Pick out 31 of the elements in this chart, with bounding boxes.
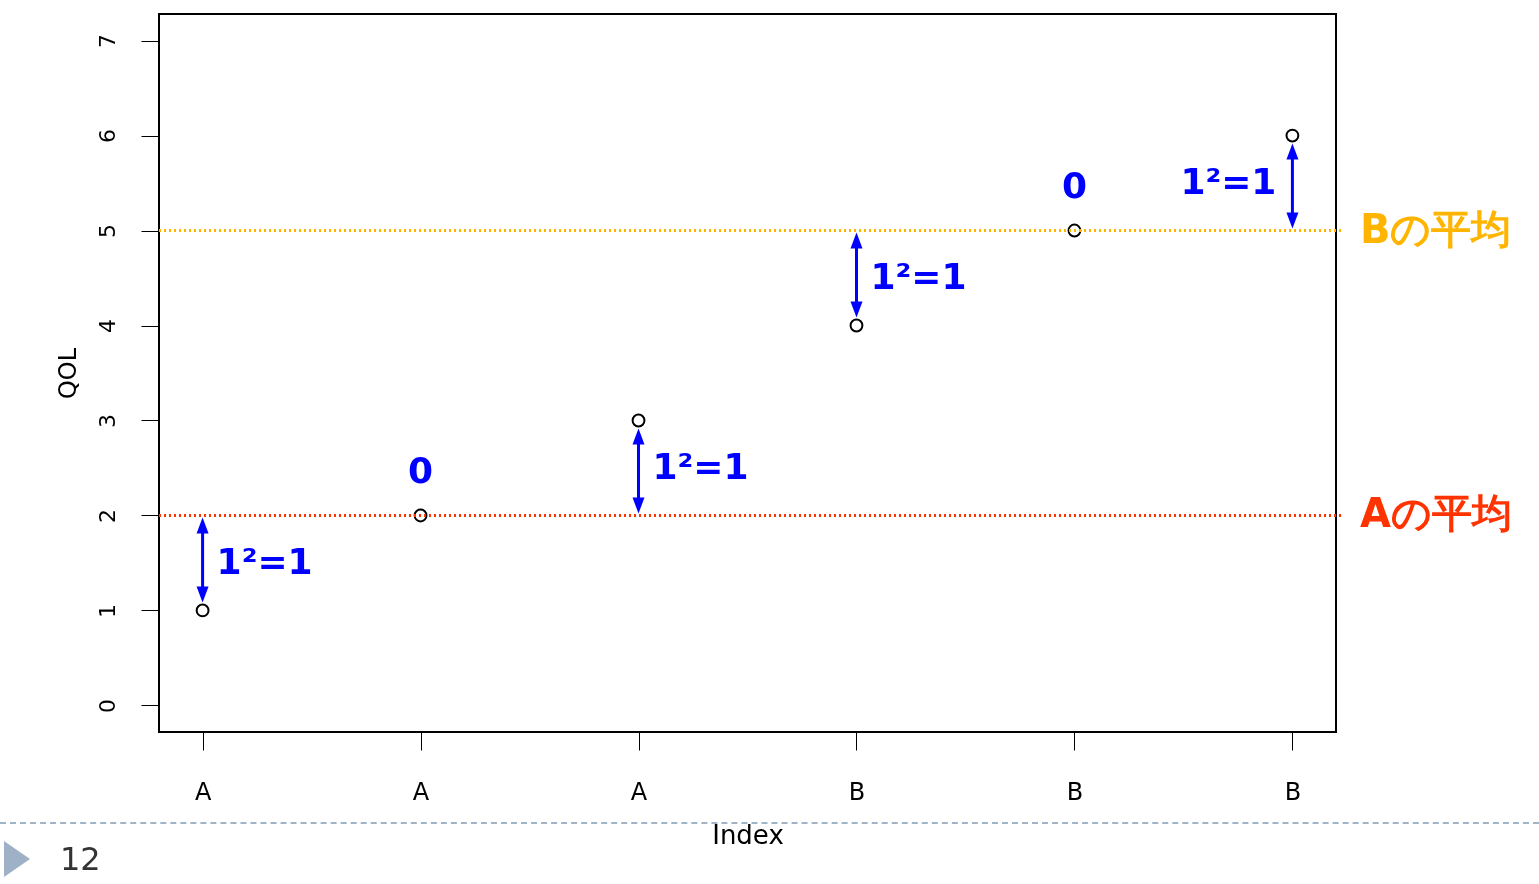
annotation: 1²=1 xyxy=(870,256,967,298)
x-axis-title: Index xyxy=(712,819,784,850)
y-tick-label: 2 xyxy=(94,508,120,523)
ref-line-label: Bの平均 xyxy=(1360,205,1512,252)
y-tick-label: 6 xyxy=(94,129,120,144)
text: 12 xyxy=(60,840,101,878)
y-tick-label: 0 xyxy=(94,698,120,713)
x-tick-label: A xyxy=(412,777,430,806)
point xyxy=(413,508,428,523)
point xyxy=(1285,128,1300,143)
annotation: 0 xyxy=(1061,165,1087,207)
x-tick-label: A xyxy=(194,777,212,806)
x-tick-label: A xyxy=(630,777,648,806)
y-tick-label: 7 xyxy=(94,34,120,49)
point xyxy=(631,413,646,428)
x-tick-label: B xyxy=(848,777,866,806)
y-axis-title: QOL xyxy=(53,347,82,400)
y-tick-label: 1 xyxy=(94,603,120,618)
ref-line-label: Aの平均 xyxy=(1360,490,1512,537)
annotation: 1²=1 xyxy=(1180,161,1277,203)
annotation: 1²=1 xyxy=(216,540,313,582)
x-tick-label: B xyxy=(1284,777,1302,806)
annotation: 0 xyxy=(408,450,434,492)
x-tick-label: B xyxy=(1066,777,1084,806)
point xyxy=(1067,223,1082,238)
point xyxy=(849,318,864,333)
point xyxy=(195,603,210,618)
annotation: 1²=1 xyxy=(652,445,749,487)
y-tick-label: 4 xyxy=(94,319,120,334)
y-tick-label: 3 xyxy=(94,413,120,428)
y-tick-label: 5 xyxy=(94,224,120,239)
